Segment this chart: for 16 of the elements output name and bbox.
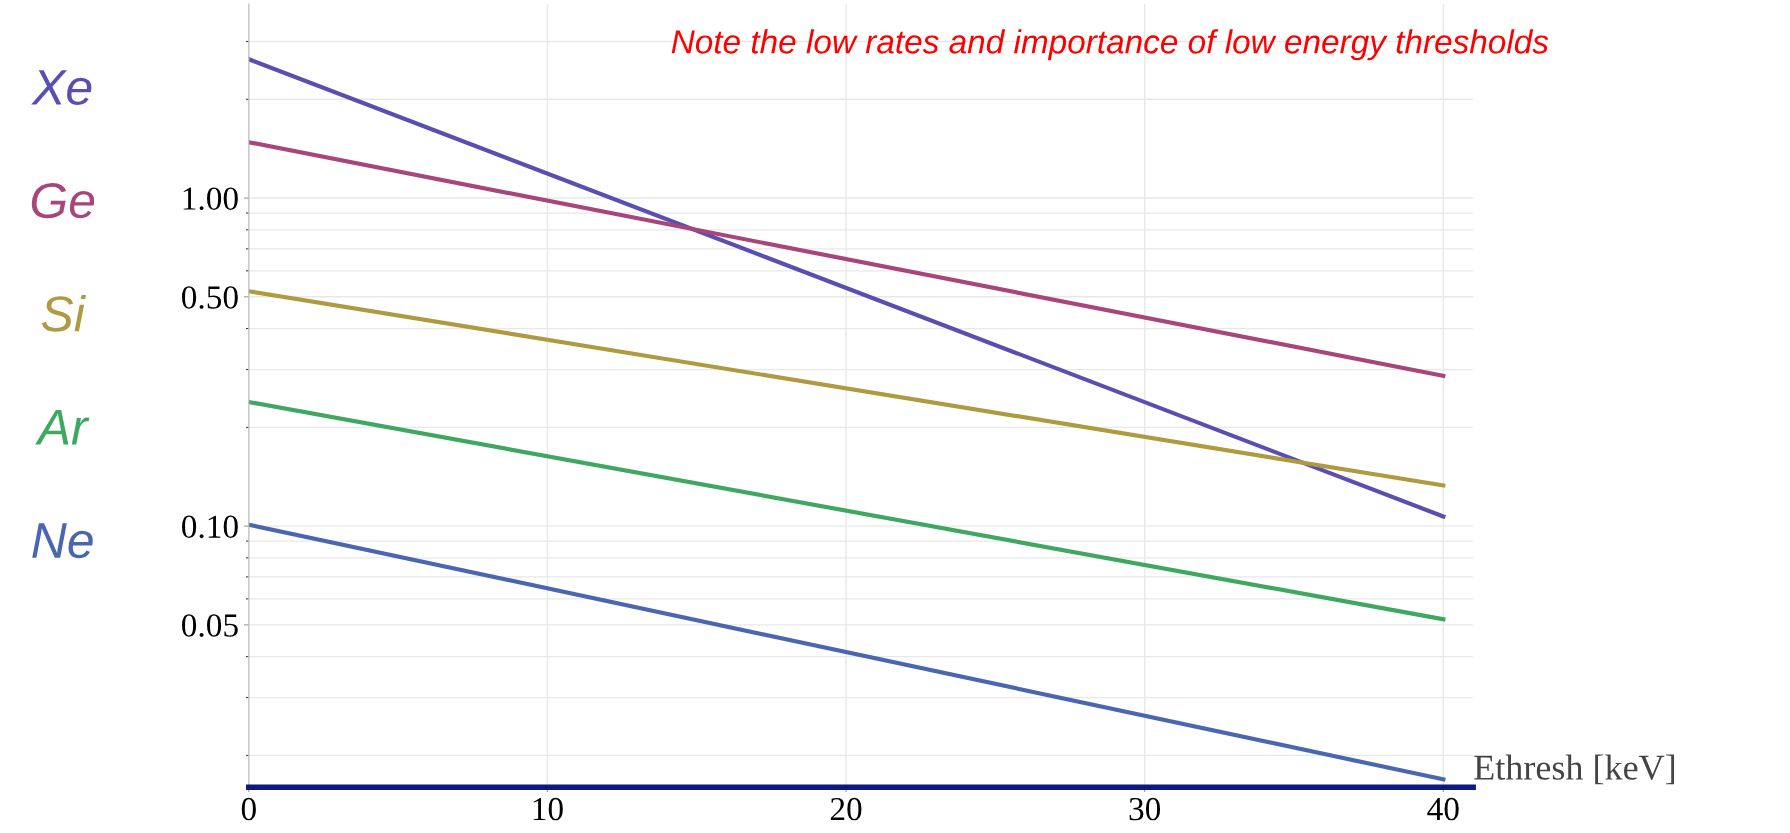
x-tick-label: 40 <box>1427 797 1459 821</box>
text: Ge <box>31 182 95 219</box>
annotation: Note the low rates and importance of low energy thresholds <box>671 29 1549 61</box>
x-axis-title: Ethresh [keV] <box>1474 754 1675 785</box>
x-tick-label: 10 <box>533 797 563 821</box>
y-tick-label: 0.05 <box>182 614 238 637</box>
x-tick-label: 0 <box>241 797 256 821</box>
text: Si <box>41 294 86 332</box>
y-tick-label: 0.50 <box>182 286 238 309</box>
text: Xe <box>31 70 92 106</box>
text: Ne <box>32 523 93 559</box>
y-tick-label: 0.10 <box>182 515 238 539</box>
y-tick-label: 1.00 <box>183 187 238 211</box>
x-tick-label: 20 <box>830 797 862 821</box>
x-tick-label: 30 <box>1129 797 1161 821</box>
text: Ar <box>35 410 90 445</box>
